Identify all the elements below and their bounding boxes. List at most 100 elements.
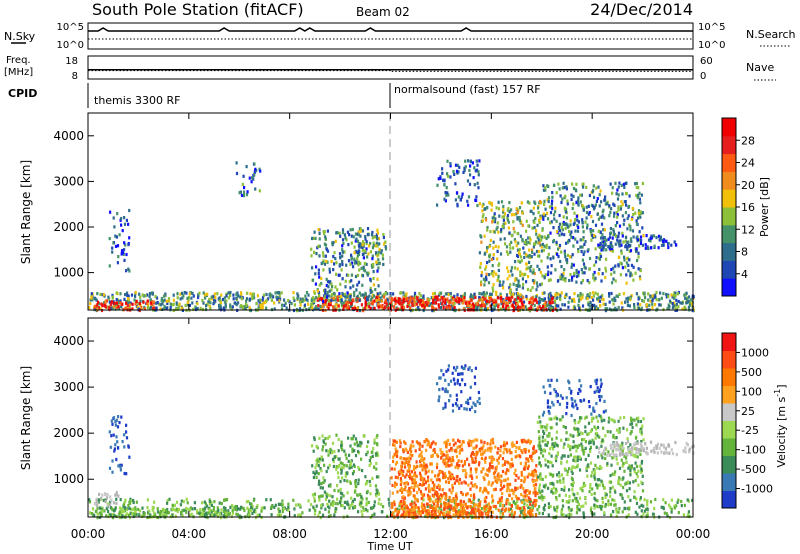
echo-cell [602,245,605,249]
echo-cell [340,471,343,475]
echo-cell [561,222,564,226]
echo-cell [489,294,492,298]
echo-cell [362,295,366,299]
echo-cell [452,170,455,174]
echo-cell [324,507,327,511]
echo-cell [527,236,530,240]
echo-cell [544,303,547,308]
echo-cell [322,254,325,258]
echo-cell [506,303,509,307]
echo-cell [123,471,126,476]
echo-cell [432,440,435,444]
echo-cell [141,293,144,297]
echo-cell [620,243,623,247]
echo-cell [378,247,381,251]
echo-cell [329,447,332,451]
echo-cell [256,504,259,508]
echo-cell [472,446,475,450]
echo-cell [572,297,575,302]
echo-cell [520,510,523,514]
echo-cell [311,306,314,310]
echo-cell [88,306,91,310]
echo-cell [456,293,459,297]
echo-cell [629,228,632,232]
echo-cell [450,498,453,502]
echo-cell [538,305,541,309]
echo-cell [323,490,326,494]
echo-cell [559,307,562,311]
echo-cell [126,304,129,308]
echo-cell [379,296,382,300]
echo-cell [320,297,323,301]
echo-cell [599,295,602,299]
echo-cell [504,508,507,512]
echo-cell [603,198,606,202]
echo-cell [337,489,340,493]
echo-cell [140,514,143,518]
echo-cell [296,292,299,296]
echo-cell [627,204,631,209]
echo-cell [526,466,529,470]
echo-cell [547,235,550,239]
echo-cell [411,301,414,305]
echo-cell [549,221,552,225]
echo-cell [340,304,343,308]
echo-cell [343,478,346,483]
echo-cell [513,230,516,234]
echo-cell [330,298,333,302]
echo-cell [531,286,534,290]
echo-cell [581,258,584,262]
echo-cell [687,510,690,514]
echo-cell [468,301,471,305]
echo-cell [466,457,469,461]
echo-cell [586,223,589,227]
echo-cell [623,218,626,222]
echo-cell [123,248,126,252]
echo-cell [621,234,624,238]
echo-cell [89,511,92,515]
echo-cell [493,212,496,216]
echo-cell [237,294,240,298]
echo-cell [431,481,434,485]
echo-cell [367,500,370,505]
echo-cell [434,490,437,494]
echo-cell [626,256,629,260]
echo-cell [659,291,662,295]
echo-cell [296,309,299,313]
echo-cell [321,261,324,265]
echo-cell [342,494,345,498]
echo-cell [319,296,322,300]
echo-cell [660,505,663,509]
echo-cell [497,508,500,512]
echo-cell [231,511,235,515]
echo-cell [532,268,535,272]
echo-cell [320,504,323,508]
echo-cell [339,491,342,495]
echo-cell [639,268,642,273]
echo-cell [528,298,531,302]
echo-cell [110,498,113,502]
echo-cell [438,470,442,475]
echo-cell [448,301,451,305]
echo-cell [413,510,416,514]
echo-cell [418,487,421,491]
echo-cell [529,506,532,510]
echo-cell [528,441,531,445]
echo-cell [639,201,642,205]
echo-cell [366,444,369,449]
echo-cell [357,280,361,284]
echo-cell [550,304,553,308]
echo-cell [394,462,398,466]
echo-cell [125,300,128,304]
echo-cell [433,483,436,487]
echo-cell [331,243,334,247]
echo-cell [618,181,621,185]
echo-cell [636,235,639,239]
echo-cell [119,468,122,472]
echo-cell [601,240,604,244]
echo-cell [205,504,209,508]
echo-cell [161,302,164,306]
echo-cell [453,305,456,309]
echo-cell [519,455,522,459]
echo-cell [453,481,456,485]
